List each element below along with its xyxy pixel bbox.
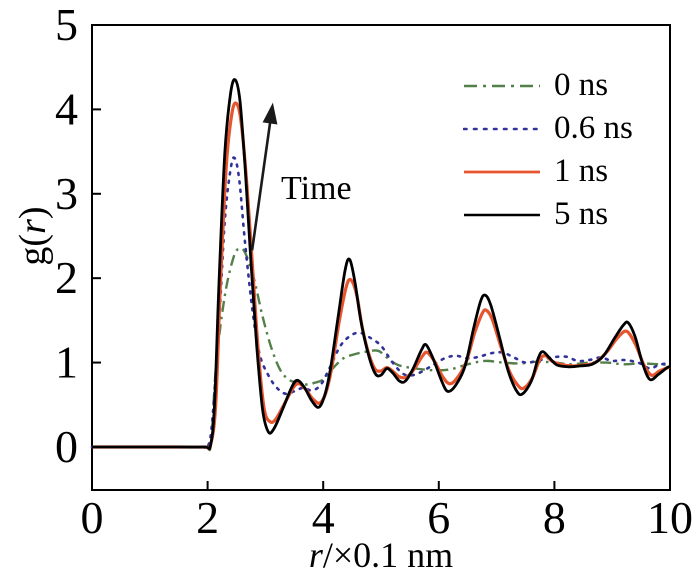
- x-axis-title-variable: r: [308, 535, 323, 575]
- x-axis-title-text: /×0.1 nm: [322, 535, 454, 575]
- legend-row-5ns: 5 ns: [463, 193, 633, 236]
- legend: 0 ns 0.6 ns 1 ns 5 ns: [463, 64, 633, 236]
- plot-frame: [91, 24, 671, 491]
- series-curve-0-6-ns: [90, 156, 672, 451]
- series-curve-5-ns: [92, 78, 671, 451]
- time-arrow-shaft: [250, 121, 272, 251]
- legend-line-sample-0ns: [464, 84, 540, 87]
- x-tick-label: 8: [543, 492, 566, 543]
- y-axis-title-text: g(: [12, 233, 54, 266]
- time-arrow-head: [262, 102, 278, 125]
- y-tick-label: 0: [55, 421, 78, 472]
- time-annotation: Time: [281, 170, 352, 207]
- y-axis-title-variable: r: [12, 219, 54, 234]
- x-tick-label: 2: [196, 492, 219, 543]
- y-axis-title: g(r): [12, 176, 54, 296]
- legend-row-0ns: 0 ns: [463, 64, 633, 107]
- legend-row-0-6ns: 0.6 ns: [463, 107, 633, 150]
- y-tick-label: 5: [55, 0, 78, 50]
- y-axis-title-close: ): [12, 206, 54, 220]
- y-tick-label: 1: [55, 337, 78, 388]
- legend-label-0-6ns: 0.6 ns: [554, 110, 633, 146]
- legend-label-0ns: 0 ns: [554, 67, 609, 103]
- legend-row-1ns: 1 ns: [463, 150, 633, 193]
- x-tick-label: 4: [312, 492, 335, 543]
- y-tick-label: 2: [55, 252, 78, 303]
- legend-label-5ns: 5 ns: [554, 196, 609, 232]
- legend-label-1ns: 1 ns: [554, 153, 609, 189]
- legend-line-sample-1ns: [464, 170, 540, 173]
- x-tick-label: 6: [427, 492, 450, 543]
- legend-line-sample-5ns: [464, 213, 540, 216]
- series-curve-0-ns: [92, 247, 671, 452]
- x-axis-title: r/×0.1 nm: [251, 537, 511, 573]
- y-tick-label: 3: [55, 168, 78, 219]
- y-tick-label: 4: [55, 83, 78, 134]
- legend-line-sample-0-6ns: [463, 127, 541, 130]
- x-tick-label: 10: [647, 492, 693, 543]
- x-tick-label: 0: [81, 492, 104, 543]
